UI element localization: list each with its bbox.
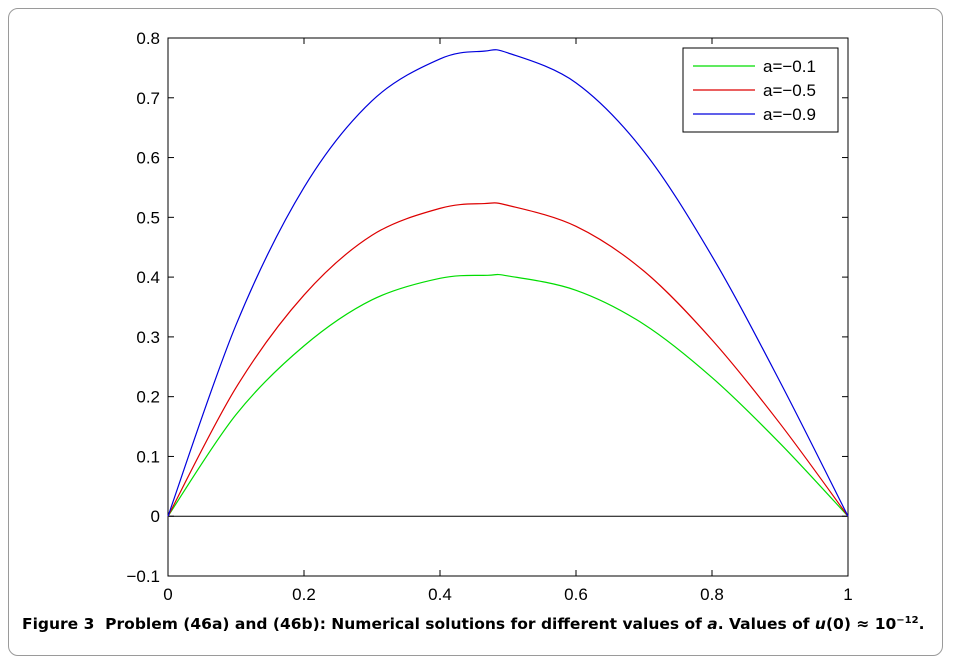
- y-tick-label: 0.2: [136, 388, 160, 407]
- caption-var-u: u: [814, 615, 826, 633]
- caption-label: Figure 3: [22, 615, 95, 633]
- y-tick-label: 0.8: [136, 29, 160, 48]
- y-tick-label: 0.6: [136, 149, 160, 168]
- caption-text-3: (0) ≈ 10: [825, 615, 897, 633]
- x-tick-label: 0.2: [292, 585, 316, 604]
- y-tick-label: 0: [151, 507, 160, 526]
- x-axis: 0 0.2 0.4 0.6 0.8 1: [163, 38, 853, 604]
- x-tick-label: 0.6: [564, 585, 588, 604]
- series-line-0: [167, 273, 849, 517]
- x-tick-label: 1: [843, 585, 852, 604]
- y-tick-label: 0.4: [136, 268, 160, 287]
- legend: a=−0.1 a=−0.5 a=−0.9: [682, 47, 839, 133]
- y-tick-label: 0.1: [136, 447, 160, 466]
- y-tick-label: 0.5: [136, 208, 160, 227]
- y-axis: −0.1 0 0.1 0.2 0.3 0.4 0.5 0.6 0.7 0.8: [126, 29, 848, 586]
- caption-text-4: .: [918, 615, 925, 633]
- figure-caption: Figure 3 Problem (46a) and (46b): Numeri…: [22, 615, 942, 633]
- caption-text-2: . Values of: [717, 615, 815, 633]
- y-tick-label: 0.3: [136, 328, 160, 347]
- y-tick-label: −0.1: [126, 567, 160, 586]
- caption-var-a: a: [707, 615, 718, 633]
- legend-label: a=−0.5: [763, 81, 816, 100]
- series-group: [167, 49, 849, 517]
- legend-label: a=−0.1: [763, 57, 816, 76]
- series-line-2: [167, 49, 849, 517]
- x-tick-label: 0.4: [428, 585, 452, 604]
- y-tick-label: 0.7: [136, 89, 160, 108]
- x-tick-label: 0.8: [700, 585, 724, 604]
- series-line-1: [167, 202, 849, 517]
- caption-text-1: Problem (46a) and (46b): Numerical solut…: [105, 615, 708, 633]
- caption-exponent: −12: [896, 615, 919, 626]
- legend-label: a=−0.9: [763, 105, 816, 124]
- x-tick-label: 0: [163, 585, 172, 604]
